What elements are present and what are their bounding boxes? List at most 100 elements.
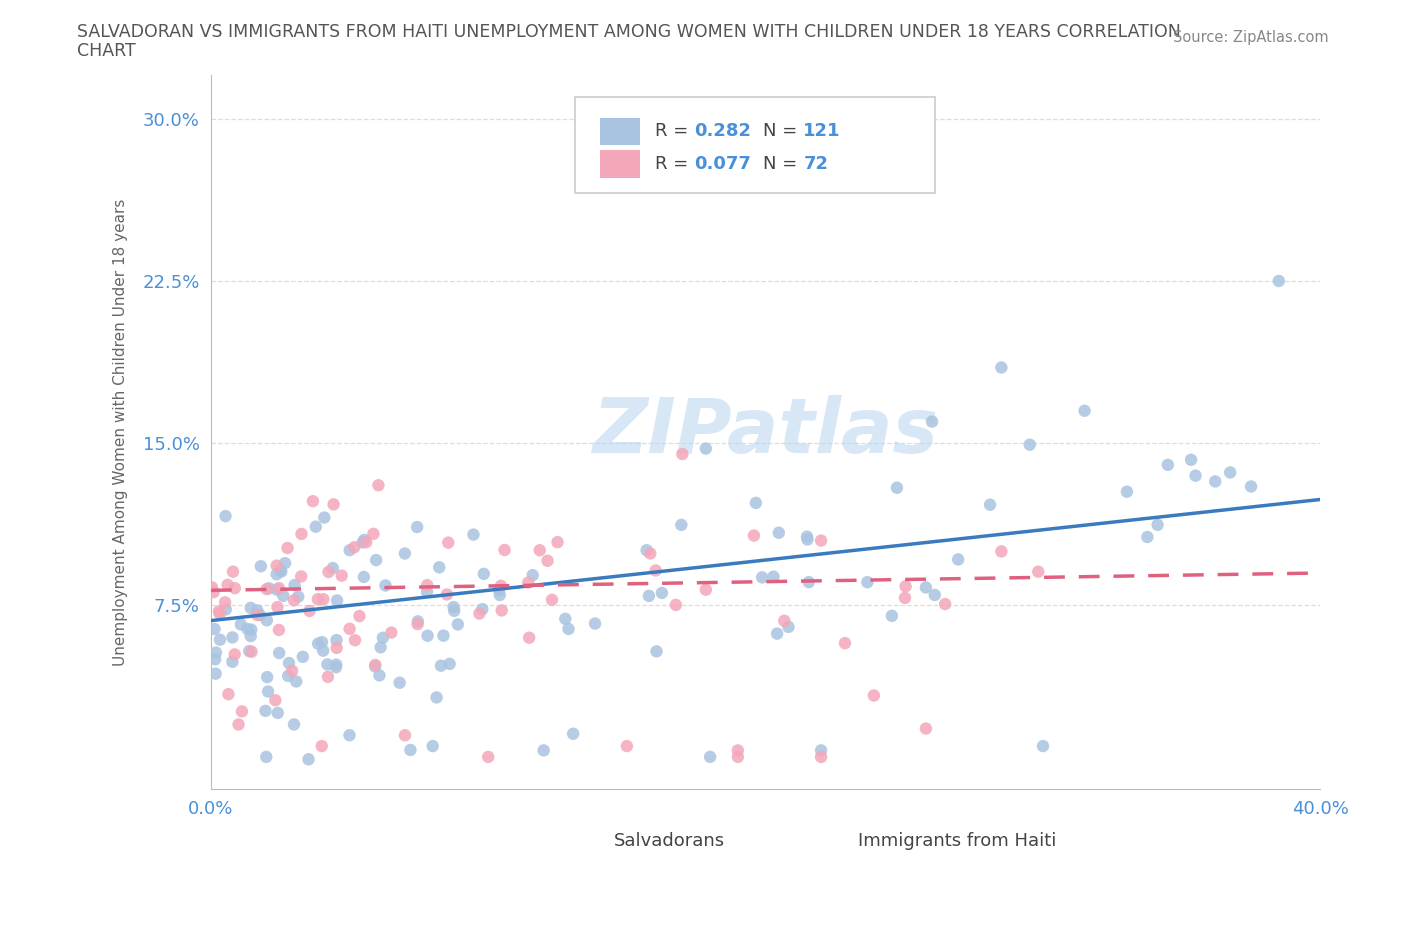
- Point: [695, 441, 717, 456]
- Point: [699, 750, 721, 764]
- Point: [374, 578, 396, 593]
- Point: [547, 535, 569, 550]
- Point: [318, 565, 340, 579]
- Point: [489, 578, 512, 593]
- Point: [343, 632, 366, 647]
- Point: [257, 581, 280, 596]
- Point: [924, 588, 946, 603]
- Point: [583, 616, 606, 631]
- Point: [256, 670, 278, 684]
- Point: [349, 608, 371, 623]
- Point: [239, 601, 262, 616]
- Point: [322, 497, 344, 512]
- Point: [443, 604, 465, 618]
- Point: [406, 617, 429, 631]
- Point: [222, 565, 245, 579]
- Point: [432, 628, 454, 643]
- Point: [990, 544, 1012, 559]
- Point: [224, 580, 246, 595]
- Point: [217, 686, 239, 701]
- Point: [339, 543, 361, 558]
- Point: [363, 526, 385, 541]
- Point: [762, 569, 785, 584]
- Point: [284, 578, 307, 592]
- Point: [394, 728, 416, 743]
- Point: [517, 575, 540, 590]
- Point: [353, 533, 375, 548]
- FancyBboxPatch shape: [575, 97, 935, 193]
- Point: [1136, 529, 1159, 544]
- Point: [316, 670, 339, 684]
- FancyBboxPatch shape: [600, 117, 640, 145]
- FancyBboxPatch shape: [561, 830, 600, 852]
- Point: [517, 631, 540, 645]
- Point: [665, 597, 688, 612]
- Point: [352, 535, 374, 550]
- Point: [880, 608, 903, 623]
- Point: [494, 542, 516, 557]
- Point: [894, 579, 917, 594]
- FancyBboxPatch shape: [600, 151, 640, 178]
- Point: [1073, 404, 1095, 418]
- Point: [394, 546, 416, 561]
- Point: [427, 560, 450, 575]
- Point: [671, 446, 693, 461]
- Point: [269, 645, 291, 660]
- Point: [921, 414, 943, 429]
- Point: [640, 546, 662, 561]
- Point: [797, 575, 820, 590]
- Point: [491, 603, 513, 618]
- Point: [443, 600, 465, 615]
- Point: [208, 632, 231, 647]
- Point: [406, 520, 429, 535]
- Point: [695, 582, 717, 597]
- Point: [316, 657, 339, 671]
- Point: [886, 480, 908, 495]
- Point: [287, 590, 309, 604]
- Point: [307, 591, 329, 606]
- Point: [1240, 479, 1263, 494]
- Point: [416, 629, 439, 644]
- Point: [766, 626, 789, 641]
- Text: SALVADORAN VS IMMIGRANTS FROM HAITI UNEMPLOYMENT AMONG WOMEN WITH CHILDREN UNDER: SALVADORAN VS IMMIGRANTS FROM HAITI UNEM…: [77, 23, 1181, 41]
- Point: [354, 535, 377, 550]
- Point: [437, 535, 460, 550]
- Point: [307, 636, 329, 651]
- Text: ZIPatlas: ZIPatlas: [592, 395, 939, 470]
- Point: [488, 582, 510, 597]
- Point: [302, 494, 325, 509]
- Point: [217, 578, 239, 592]
- Point: [554, 611, 576, 626]
- Point: [488, 588, 510, 603]
- Point: [536, 553, 558, 568]
- Point: [651, 586, 673, 601]
- Point: [671, 517, 693, 532]
- Point: [339, 621, 361, 636]
- Point: [371, 631, 394, 645]
- Text: R =: R =: [655, 155, 693, 173]
- Point: [557, 621, 579, 636]
- Point: [422, 738, 444, 753]
- Text: Immigrants from Haiti: Immigrants from Haiti: [858, 831, 1056, 850]
- Point: [863, 688, 886, 703]
- Point: [915, 721, 938, 736]
- Point: [202, 585, 225, 600]
- Point: [283, 717, 305, 732]
- Point: [281, 663, 304, 678]
- Point: [204, 666, 226, 681]
- Text: N =: N =: [763, 122, 803, 140]
- Point: [215, 602, 238, 617]
- Point: [796, 532, 818, 547]
- Point: [326, 593, 349, 608]
- Point: [1146, 517, 1168, 532]
- Point: [1184, 468, 1206, 483]
- Point: [388, 675, 411, 690]
- Point: [221, 655, 243, 670]
- Point: [205, 645, 228, 660]
- Point: [314, 511, 336, 525]
- Point: [266, 582, 288, 597]
- Point: [285, 674, 308, 689]
- Point: [368, 668, 391, 683]
- Point: [541, 592, 564, 607]
- Text: 72: 72: [803, 155, 828, 173]
